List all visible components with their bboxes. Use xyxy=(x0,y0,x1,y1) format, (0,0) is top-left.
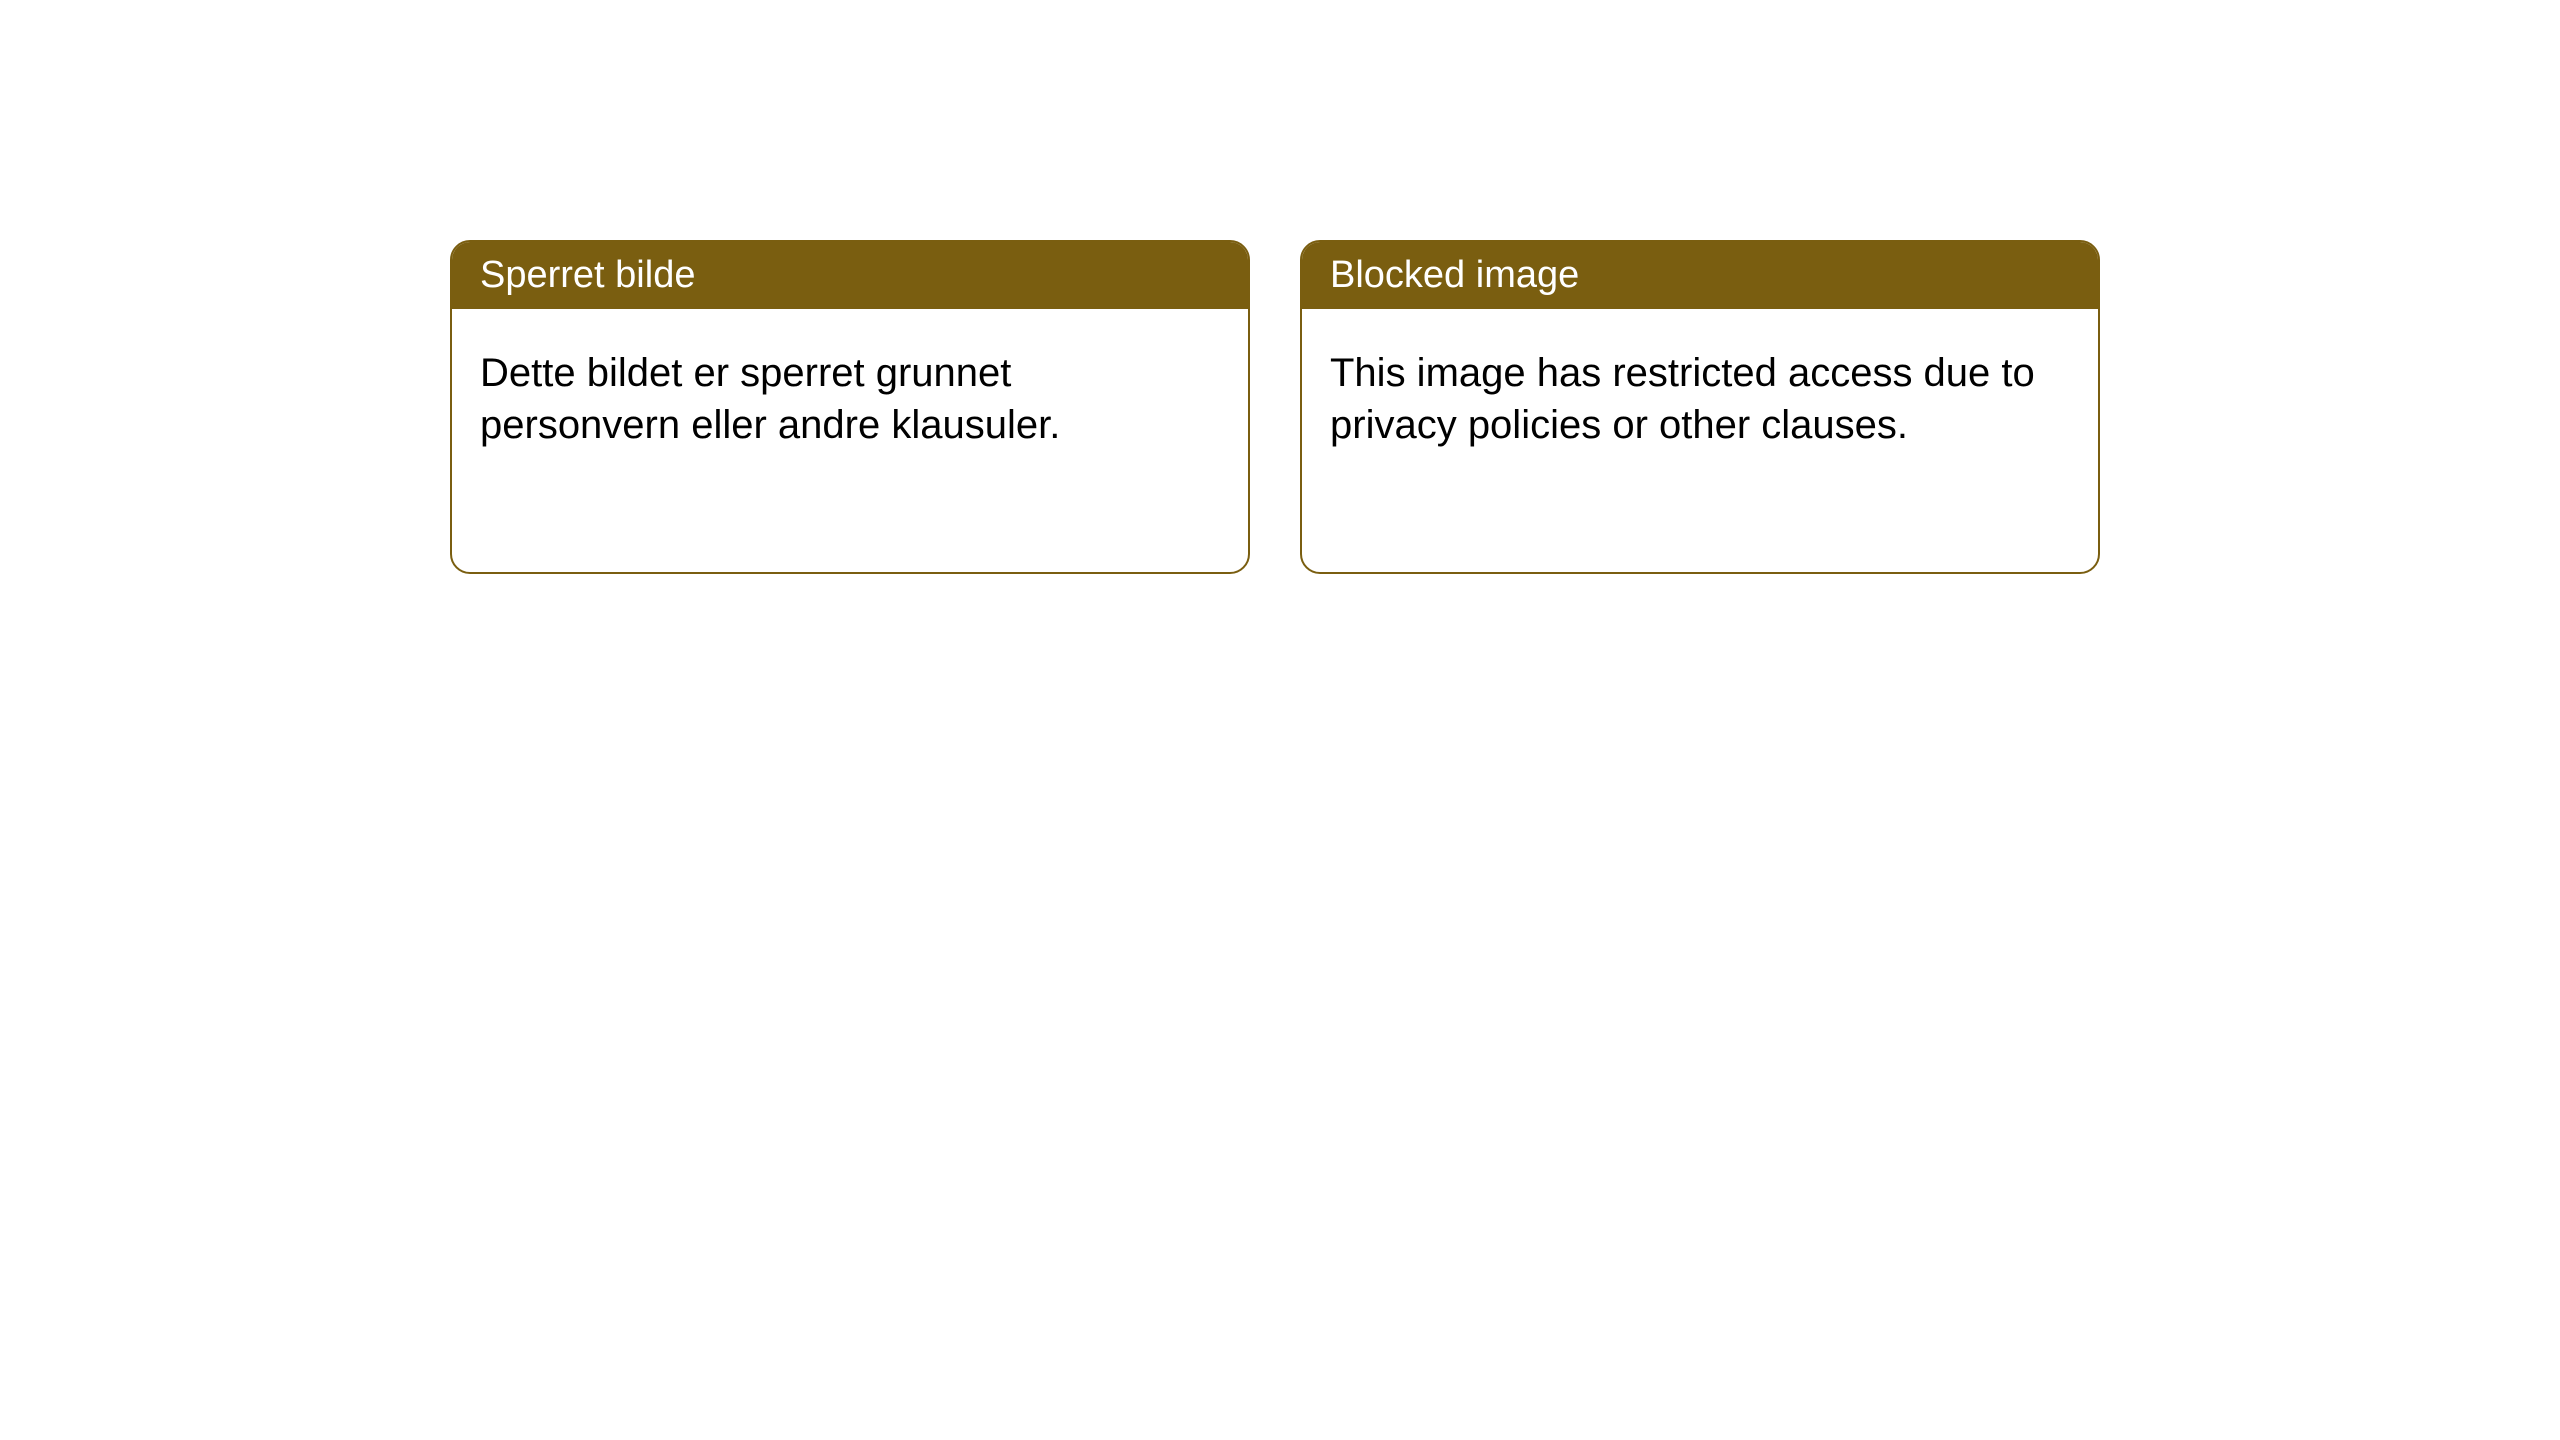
notice-card-title: Sperret bilde xyxy=(452,242,1248,309)
notice-card-title: Blocked image xyxy=(1302,242,2098,309)
notice-card-no: Sperret bilde Dette bildet er sperret gr… xyxy=(450,240,1250,574)
notice-card-body: Dette bildet er sperret grunnet personve… xyxy=(452,309,1248,489)
notice-card-en: Blocked image This image has restricted … xyxy=(1300,240,2100,574)
notice-cards-container: Sperret bilde Dette bildet er sperret gr… xyxy=(0,0,2560,574)
notice-card-body: This image has restricted access due to … xyxy=(1302,309,2098,489)
